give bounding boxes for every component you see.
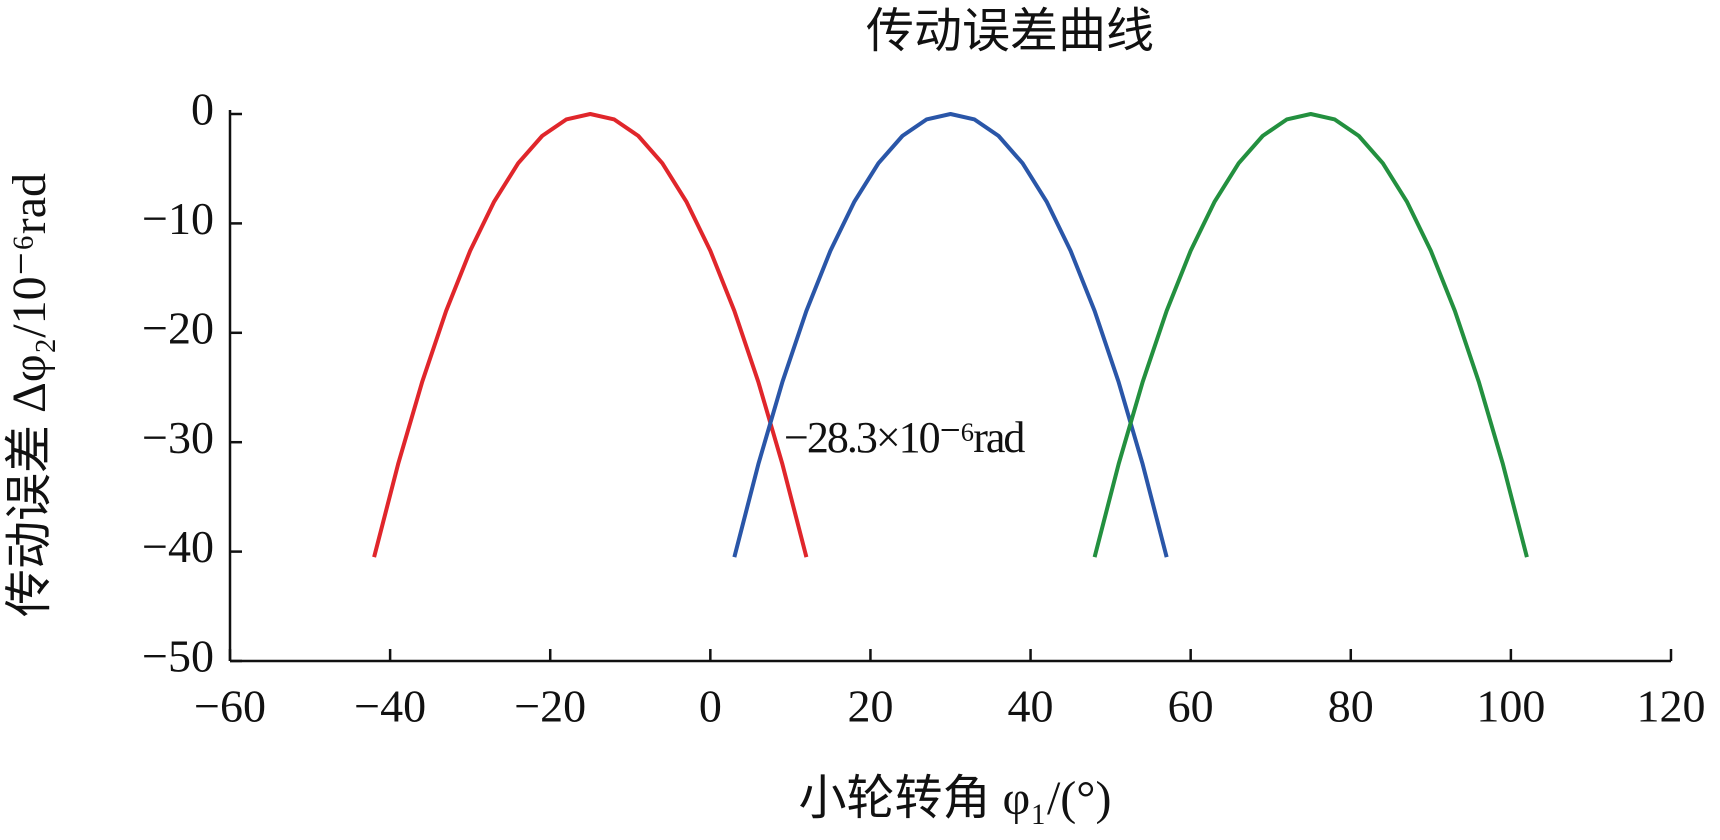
series-line bbox=[1092, 112, 1529, 558]
x-tick-label: −40 bbox=[354, 681, 426, 732]
x-tick-label: 60 bbox=[1168, 681, 1214, 732]
x-tick-label: 20 bbox=[847, 681, 893, 732]
y-axis-title: 传动误差 Δφ₂/10⁻⁶rad bbox=[3, 173, 56, 617]
x-tick-label: 80 bbox=[1328, 681, 1374, 732]
y-tick-label: −30 bbox=[142, 412, 214, 463]
x-tick-label: −60 bbox=[194, 681, 266, 732]
y-tick-label: −10 bbox=[142, 193, 214, 244]
y-tick-label: −50 bbox=[142, 631, 214, 682]
y-tick-label: −20 bbox=[142, 302, 214, 353]
series-line bbox=[372, 112, 809, 558]
x-tick-label: 0 bbox=[699, 681, 722, 732]
x-tick-label: 100 bbox=[1476, 681, 1545, 732]
series-line bbox=[732, 112, 1169, 558]
y-tick-label: −40 bbox=[142, 521, 214, 572]
chart-title: 传动误差曲线 bbox=[866, 5, 1154, 58]
annotation: −28.3×10⁻⁶rad bbox=[784, 413, 1025, 462]
x-tick-label: 120 bbox=[1637, 681, 1706, 732]
y-tick-label: 0 bbox=[191, 84, 214, 135]
x-axis-title: 小轮转角 φ₁/(°) bbox=[799, 772, 1112, 825]
x-tick-label: −20 bbox=[514, 681, 586, 732]
x-tick-label: 40 bbox=[1008, 681, 1054, 732]
